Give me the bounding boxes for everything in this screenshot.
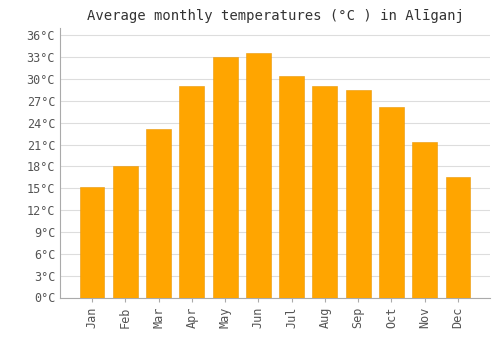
Bar (212, 57, 238, 298)
Bar (279, 76, 304, 298)
Bar (180, 85, 204, 298)
Bar (446, 177, 470, 298)
Bar (80, 187, 104, 298)
Bar (379, 107, 404, 298)
Bar (346, 90, 370, 298)
Bar (312, 85, 338, 298)
Bar (113, 166, 138, 298)
Bar (146, 128, 171, 298)
Title: Average monthly temperatures (°C ) in Alīganj: Average monthly temperatures (°C ) in Al… (86, 9, 464, 23)
Bar (412, 142, 437, 298)
Bar (246, 54, 271, 298)
